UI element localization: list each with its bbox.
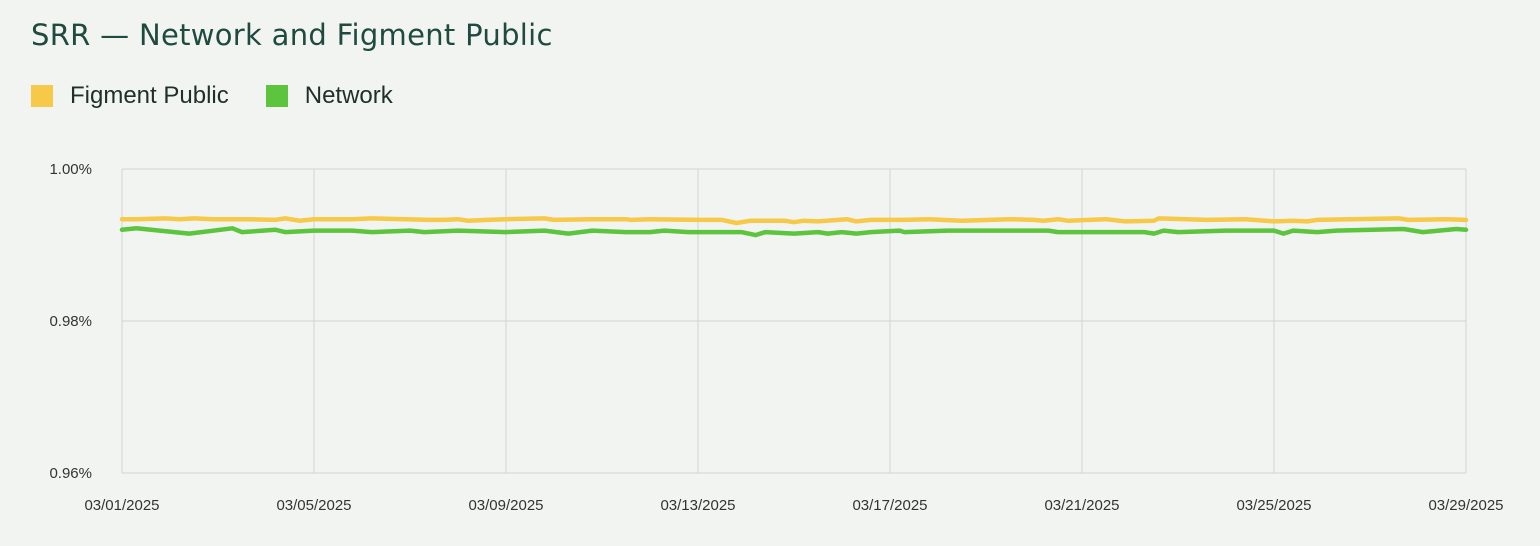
chart-title: SRR — Network and Figment Public — [31, 18, 553, 52]
legend-label-figment-public: Figment Public — [70, 82, 229, 109]
series-line-figment-public — [119, 216, 1469, 226]
x-tick-label: 03/29/2025 — [1428, 497, 1503, 514]
x-tick-label: 03/17/2025 — [852, 497, 927, 514]
legend-item-network[interactable]: Network — [265, 82, 393, 110]
x-tick-label: 03/09/2025 — [468, 497, 543, 514]
series-line-network — [119, 226, 1469, 238]
legend-swatch-figment-public — [31, 85, 53, 107]
y-tick-label: 1.00% — [49, 161, 92, 178]
y-tick-label: 0.96% — [49, 465, 92, 482]
legend-item-figment-public[interactable]: Figment Public — [31, 82, 229, 110]
chart-legend: Figment Public Network — [31, 82, 430, 110]
x-tick-label: 03/25/2025 — [1236, 497, 1311, 514]
x-tick-label: 03/21/2025 — [1044, 497, 1119, 514]
legend-swatch-network — [265, 85, 288, 107]
x-tick-label: 03/05/2025 — [276, 497, 351, 514]
y-tick-label: 0.98% — [49, 313, 92, 330]
legend-label-network: Network — [304, 82, 393, 109]
x-tick-label: 03/13/2025 — [660, 497, 735, 514]
x-tick-label: 03/01/2025 — [84, 497, 159, 514]
